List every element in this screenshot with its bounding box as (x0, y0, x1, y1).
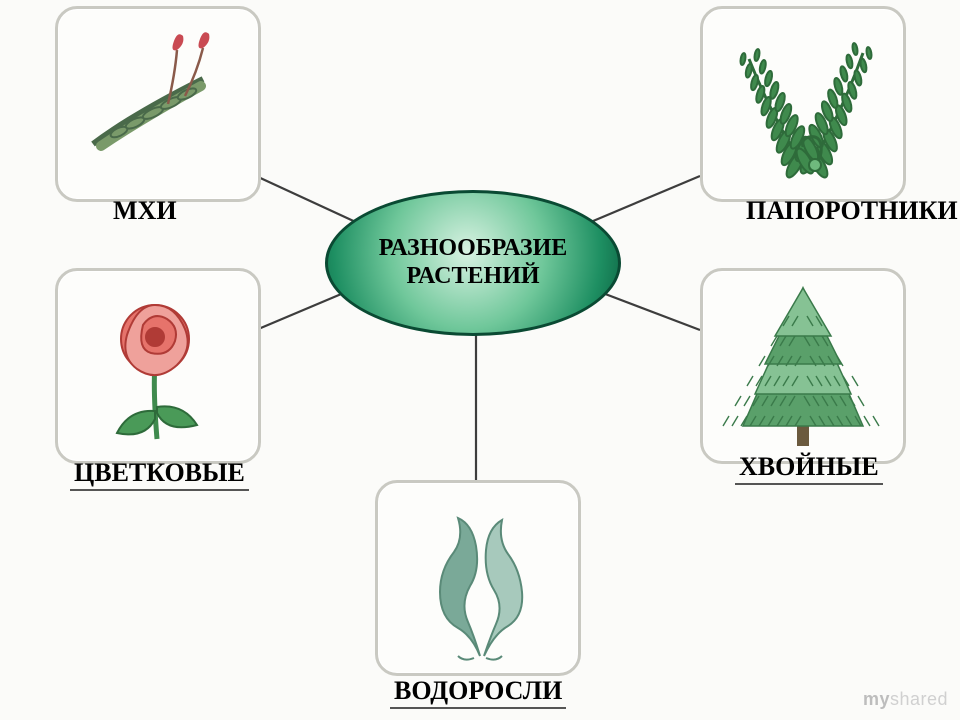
conifer-icon (713, 276, 893, 456)
label-fern: ПАПОРОТНИКИ (746, 196, 958, 226)
fern-icon (713, 19, 893, 189)
center-oval: РАЗНООБРАЗИЕРАСТЕНИЙ (325, 190, 621, 336)
moss-icon (73, 24, 243, 184)
label-algae: ВОДОРОСЛИ (390, 676, 566, 706)
card-flower (55, 268, 261, 464)
card-conifer (700, 268, 906, 464)
label-moss: МХИ (113, 196, 177, 226)
label-flower: ЦВЕТКОВЫЕ (70, 458, 249, 488)
card-moss (55, 6, 261, 202)
flower-icon (73, 281, 243, 451)
watermark: myshared (863, 689, 948, 710)
algae-icon (388, 488, 568, 668)
label-conifer: ХВОЙНЫЕ (735, 452, 883, 482)
diagram-stage: МХИ ПАПОРОТНИКИ (0, 0, 960, 720)
card-fern (700, 6, 906, 202)
card-algae (375, 480, 581, 676)
center-text: РАЗНООБРАЗИЕРАСТЕНИЙ (379, 235, 568, 290)
